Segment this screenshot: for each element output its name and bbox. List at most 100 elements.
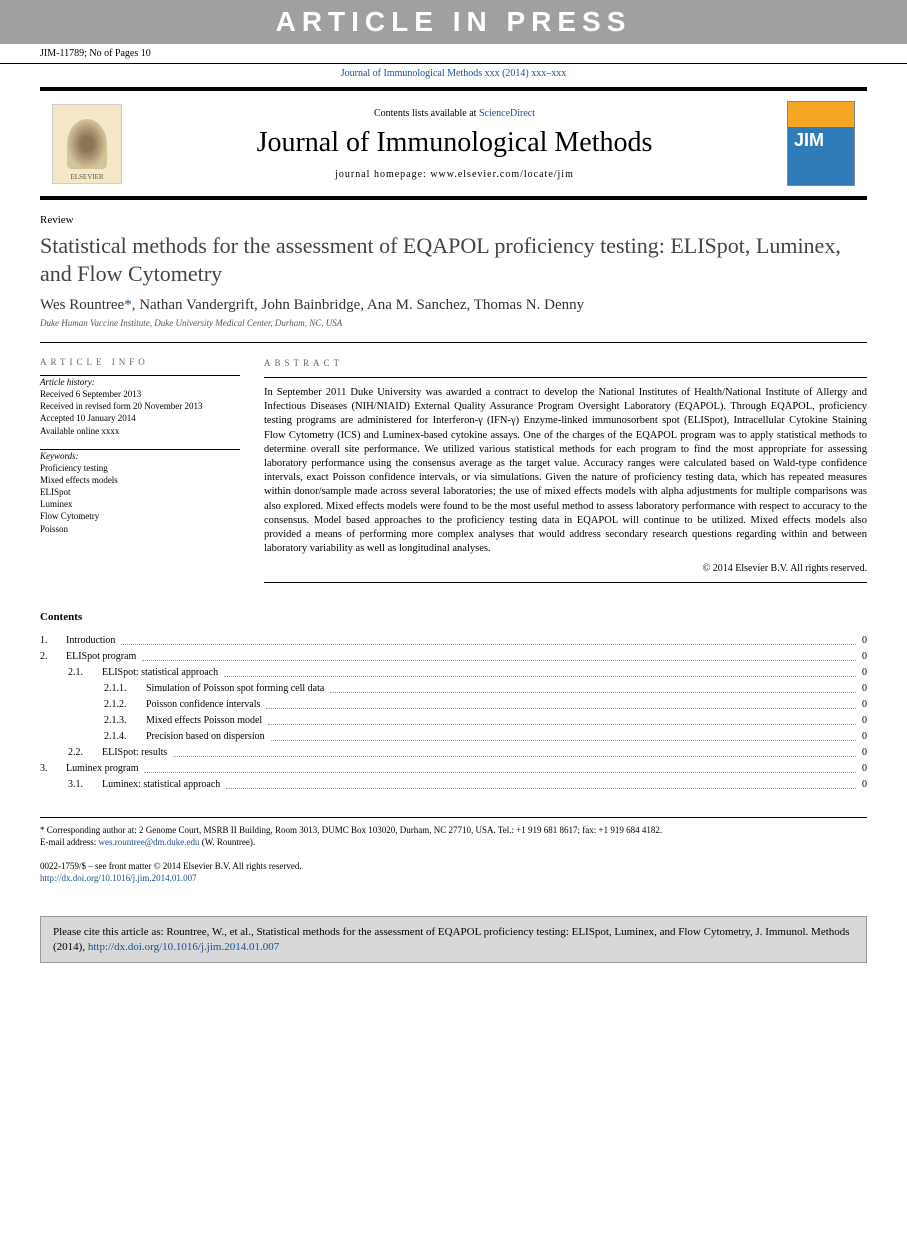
- elsevier-tree-icon: [67, 119, 107, 169]
- contents-heading: Contents: [40, 611, 867, 623]
- toc-leader-dots: [142, 649, 856, 661]
- footer-meta: 0022-1759/$ – see front matter © 2014 El…: [40, 860, 867, 884]
- toc-leader-dots: [121, 633, 856, 645]
- abstract-column: ABSTRACT In September 2011 Duke Universi…: [264, 357, 867, 583]
- toc-leader-dots: [226, 777, 856, 789]
- email-label: E-mail address:: [40, 837, 98, 847]
- toc-label: Simulation of Poisson spot forming cell …: [140, 681, 324, 697]
- toc-entry[interactable]: 2.1.3.Mixed effects Poisson model 0: [40, 713, 867, 729]
- journal-header-box: ELSEVIER Contents lists available at Sci…: [40, 87, 867, 200]
- history-line: Accepted 10 January 2014: [40, 412, 240, 424]
- toc-leader-dots: [271, 729, 856, 741]
- homepage-url: www.elsevier.com/locate/jim: [430, 169, 574, 180]
- toc-number: 2.1.4.: [104, 729, 140, 745]
- toc-page: 0: [862, 681, 867, 697]
- toc-label: ELISpot: statistical approach: [96, 665, 218, 681]
- journal-ref: Journal of Immunological Methods xxx (20…: [0, 64, 907, 83]
- toc-number: 2.1.3.: [104, 713, 140, 729]
- keyword: Flow Cytometry: [40, 510, 240, 522]
- toc-number: 2.: [40, 649, 60, 665]
- toc-label: Poisson confidence intervals: [140, 697, 260, 713]
- toc-entry[interactable]: 2.1.1.Simulation of Poisson spot forming…: [40, 681, 867, 697]
- toc-leader-dots: [173, 745, 856, 757]
- toc-page: 0: [862, 713, 867, 729]
- article-info-column: ARTICLE INFO Article history: Received 6…: [40, 357, 240, 583]
- journal-cover-thumb: [787, 101, 855, 186]
- keywords-block: Keywords: Proficiency testing Mixed effe…: [40, 450, 240, 535]
- corresponding-author-note: * Corresponding author at: 2 Genome Cour…: [40, 824, 867, 836]
- journal-homepage-line: journal homepage: www.elsevier.com/locat…: [122, 169, 787, 180]
- toc-label: Luminex program: [60, 761, 138, 777]
- keyword: ELISpot: [40, 486, 240, 498]
- doi-link[interactable]: http://dx.doi.org/10.1016/j.jim.2014.01.…: [40, 873, 197, 883]
- elsevier-logo-text: ELSEVIER: [70, 173, 103, 181]
- article-history-block: Article history: Received 6 September 20…: [40, 376, 240, 437]
- journal-header-center: Contents lists available at ScienceDirec…: [122, 108, 787, 180]
- toc-leader-dots: [268, 713, 856, 725]
- footnotes: * Corresponding author at: 2 Genome Cour…: [40, 817, 867, 848]
- article-info-label: ARTICLE INFO: [40, 357, 240, 367]
- affiliation: Duke Human Vaccine Institute, Duke Unive…: [40, 318, 867, 328]
- author-list: Wes Rountree*, Nathan Vandergrift, John …: [40, 297, 867, 314]
- corresponding-star-icon: *: [124, 297, 132, 313]
- history-line: Received in revised form 20 November 201…: [40, 400, 240, 412]
- abstract-copyright: © 2014 Elsevier B.V. All rights reserved…: [264, 562, 867, 576]
- journal-title: Journal of Immunological Methods: [122, 127, 787, 159]
- toc-label: Mixed effects Poisson model: [140, 713, 262, 729]
- toc-page: 0: [862, 777, 867, 793]
- sciencedirect-link[interactable]: ScienceDirect: [479, 108, 535, 119]
- author-email-link[interactable]: wes.rountree@dm.duke.edu: [98, 837, 199, 847]
- contents-available-line: Contents lists available at ScienceDirec…: [122, 108, 787, 119]
- authors-text: Wes Rountree*, Nathan Vandergrift, John …: [40, 297, 584, 313]
- rule-abs-bottom: [264, 582, 867, 583]
- toc-entry[interactable]: 2.1.2.Poisson confidence intervals0: [40, 697, 867, 713]
- toc-number: 2.2.: [68, 745, 96, 761]
- article-type: Review: [40, 214, 867, 226]
- toc-entry[interactable]: 2.1.ELISpot: statistical approach 0: [40, 665, 867, 681]
- keyword: Poisson: [40, 523, 240, 535]
- toc-page: 0: [862, 745, 867, 761]
- toc-leader-dots: [330, 681, 856, 693]
- article-title: Statistical methods for the assessment o…: [40, 232, 867, 287]
- keyword: Proficiency testing: [40, 462, 240, 474]
- toc-leader-dots: [144, 761, 856, 773]
- toc-entry[interactable]: 3.Luminex program 0: [40, 761, 867, 777]
- toc-entry[interactable]: 2.2.ELISpot: results 0: [40, 745, 867, 761]
- toc-label: Precision based on dispersion: [140, 729, 265, 745]
- email-line: E-mail address: wes.rountree@dm.duke.edu…: [40, 836, 867, 848]
- toc-page: 0: [862, 697, 867, 713]
- toc-number: 3.: [40, 761, 60, 777]
- toc-entry[interactable]: 2.1.4.Precision based on dispersion 0: [40, 729, 867, 745]
- toc-entry[interactable]: 3.1.Luminex: statistical approach 0: [40, 777, 867, 793]
- toc-number: 3.1.: [68, 777, 96, 793]
- toc-page: 0: [862, 761, 867, 777]
- toc-page: 0: [862, 729, 867, 745]
- toc-number: 1.: [40, 633, 60, 649]
- citation-doi-link[interactable]: http://dx.doi.org/10.1016/j.jim.2014.01.…: [88, 941, 279, 953]
- table-of-contents: 1.Introduction02.ELISpot program02.1.ELI…: [40, 633, 867, 793]
- elsevier-logo: ELSEVIER: [52, 104, 122, 184]
- toc-page: 0: [862, 665, 867, 681]
- article-in-press-banner: ARTICLE IN PRESS: [0, 0, 907, 44]
- toc-label: Luminex: statistical approach: [96, 777, 220, 793]
- toc-page: 0: [862, 633, 867, 649]
- toc-page: 0: [862, 649, 867, 665]
- keywords-heading: Keywords:: [40, 450, 240, 462]
- toc-label: ELISpot: results: [96, 745, 167, 761]
- keyword: Luminex: [40, 498, 240, 510]
- toc-entry[interactable]: 1.Introduction 0: [40, 633, 867, 649]
- toc-entry[interactable]: 2.ELISpot program0: [40, 649, 867, 665]
- citation-box: Please cite this article as: Rountree, W…: [40, 916, 867, 963]
- toc-leader-dots: [224, 665, 856, 677]
- rule-abs: [264, 377, 867, 378]
- abstract-text: In September 2011 Duke University was aw…: [264, 386, 867, 556]
- email-suffix: (W. Rountree).: [200, 837, 256, 847]
- toc-number: 2.1.: [68, 665, 96, 681]
- keyword: Mixed effects models: [40, 474, 240, 486]
- toc-number: 2.1.1.: [104, 681, 140, 697]
- contents-prefix: Contents lists available at: [374, 108, 479, 119]
- rule-top: [40, 342, 867, 343]
- manuscript-id: JIM-11789; No of Pages 10: [40, 48, 151, 59]
- homepage-label: journal homepage:: [335, 169, 430, 180]
- toc-label: Introduction: [60, 633, 115, 649]
